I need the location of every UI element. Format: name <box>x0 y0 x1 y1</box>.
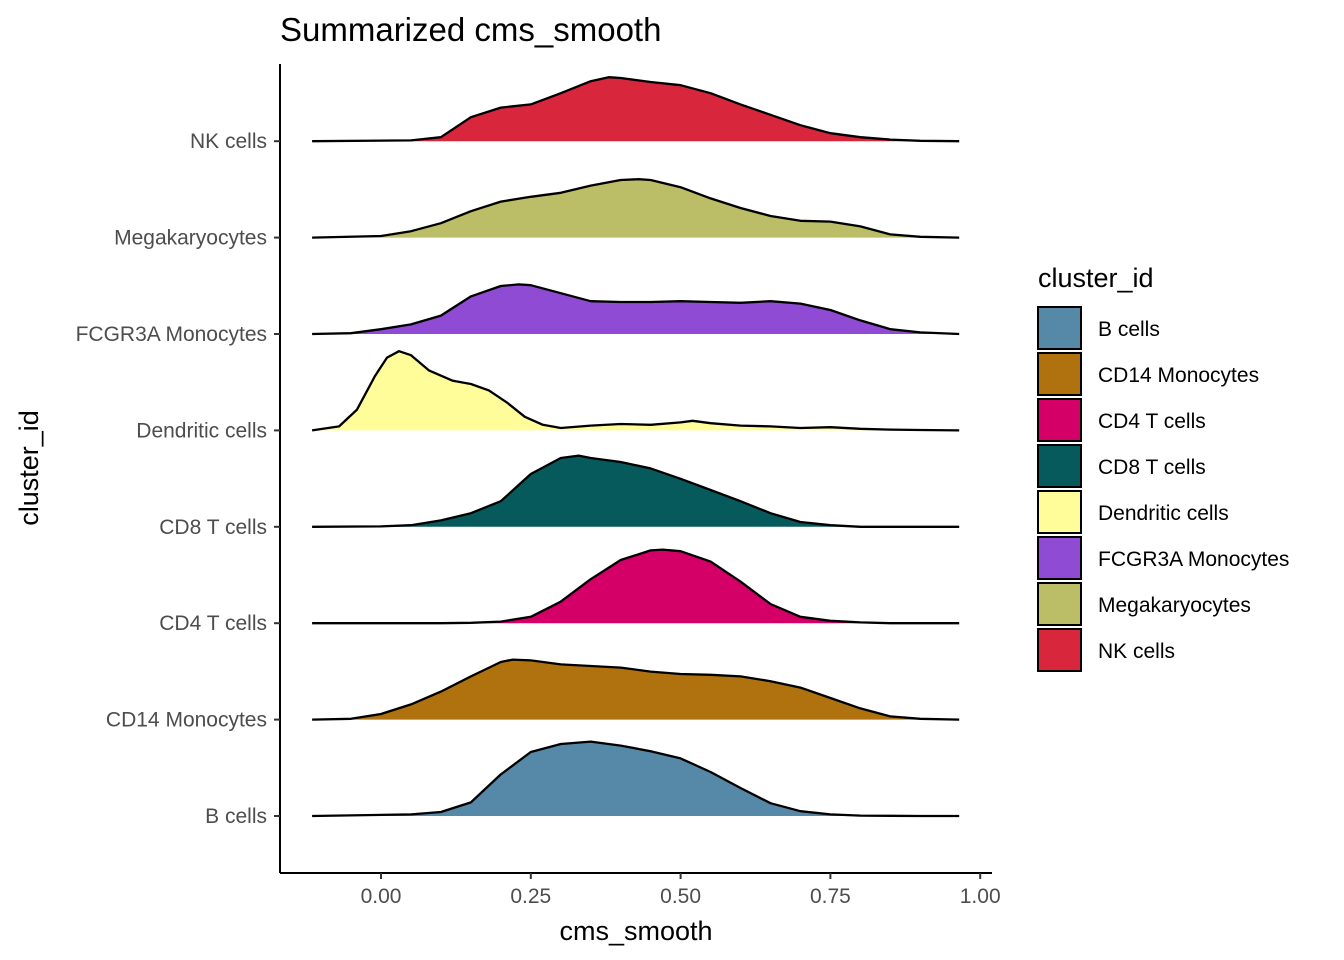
x-tick-label: 0.75 <box>810 885 851 908</box>
legend-label: CD8 T cells <box>1098 456 1206 479</box>
legend-label: Dendritic cells <box>1098 502 1229 525</box>
legend-label: NK cells <box>1098 640 1175 663</box>
legend-key-fcgr3a-monocytes <box>1037 536 1082 580</box>
ridge-outline-cd4-t-cells <box>312 548 960 625</box>
legend-key-b-cells <box>1037 306 1082 350</box>
ridge-outline-b-cells <box>312 740 960 818</box>
legend-label: CD4 T cells <box>1098 410 1206 433</box>
axes-group: B cells CD14 Monocytes CD4 T cells CD8 T ce… <box>76 64 1001 908</box>
y-tick-label: Dendritic cells <box>136 419 267 442</box>
ridge-outline-dendritic-cells <box>311 350 960 432</box>
y-tick-label: B cells <box>205 805 267 828</box>
ridges-group <box>311 76 960 818</box>
legend-key-cd8-t-cells <box>1037 444 1082 488</box>
ridge-outline-cd14-monocytes <box>312 658 960 721</box>
legend-label: B cells <box>1098 318 1160 341</box>
y-tick-label: NK cells <box>190 130 267 153</box>
legend-title: cluster_id <box>1038 263 1154 293</box>
legend: cluster_id B cells CD14 Monocytes CD4 T ce… <box>1037 263 1289 672</box>
x-tick-label: 0.50 <box>660 885 701 908</box>
legend-key-cd14-monocytes <box>1037 352 1082 396</box>
ridge-outline-fcgr3a-monocytes <box>312 283 960 336</box>
x-tick-label: 0.00 <box>361 885 402 908</box>
ridge-fill-cd8-t-cells <box>312 455 960 527</box>
y-tick-label: CD14 Monocytes <box>106 709 267 732</box>
ridge-fill-b-cells <box>312 741 960 816</box>
chart-title: Summarized cms_smooth <box>280 11 661 48</box>
x-tick-label: 0.25 <box>510 885 551 908</box>
y-tick-label: CD8 T cells <box>159 516 267 539</box>
x-tick-label: 1.00 <box>960 885 1001 908</box>
legend-key-cd4-t-cells <box>1037 398 1082 442</box>
ridge-fill-dendritic-cells <box>312 351 960 431</box>
ridge-fill-nk-cells <box>312 77 960 142</box>
x-axis-title: cms_smooth <box>559 916 712 946</box>
legend-key-dendritic-cells <box>1037 490 1082 534</box>
legend-label: CD14 Monocytes <box>1098 364 1259 387</box>
legend-key-nk-cells <box>1037 628 1082 672</box>
ridge-outline-cd8-t-cells <box>312 454 960 528</box>
ridge-outline-megakaryocytes <box>312 178 960 239</box>
ridge-fill-fcgr3a-monocytes <box>312 284 960 334</box>
ridge-fill-megakaryocytes <box>312 179 960 238</box>
ridge-fill-cd14-monocytes <box>312 659 960 720</box>
y-tick-label: Megakaryocytes <box>114 227 267 250</box>
ridge-outline-nk-cells <box>312 76 960 143</box>
y-axis-title: cluster_id <box>14 410 44 526</box>
y-tick-label: FCGR3A Monocytes <box>76 323 267 346</box>
legend-label: FCGR3A Monocytes <box>1098 548 1289 571</box>
legend-label: Megakaryocytes <box>1098 594 1251 617</box>
legend-key-megakaryocytes <box>1037 582 1082 626</box>
y-tick-label: CD4 T cells <box>159 612 267 635</box>
ridge-fill-cd4-t-cells <box>312 549 960 624</box>
